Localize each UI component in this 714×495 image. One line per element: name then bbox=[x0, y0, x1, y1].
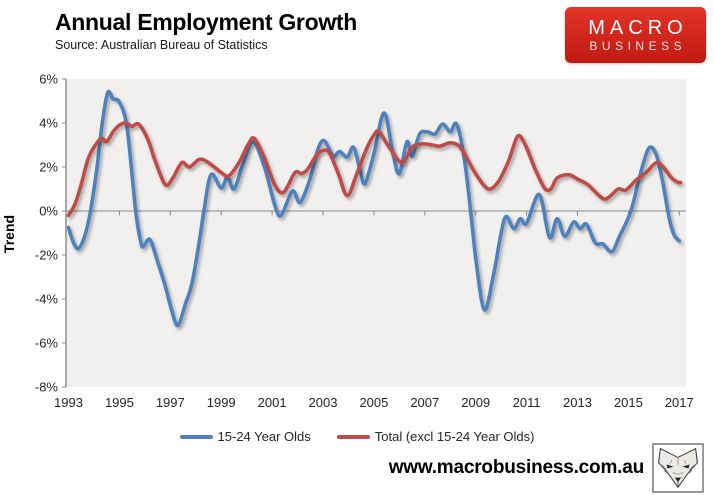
logo-macro-text: MACRO bbox=[588, 16, 688, 39]
legend-label-total: Total (excl 15-24 Year Olds) bbox=[374, 429, 535, 444]
y-tick-label: -6% bbox=[35, 336, 59, 351]
youth-line-swatch bbox=[179, 434, 213, 439]
x-tick-label: 2001 bbox=[258, 395, 287, 410]
y-tick-label: -2% bbox=[35, 248, 59, 263]
series-line-15-24-year-olds bbox=[66, 89, 682, 328]
y-tick-label: 6% bbox=[39, 72, 58, 87]
plot-area bbox=[66, 79, 686, 387]
x-tick-label: 2015 bbox=[614, 395, 643, 410]
logo-business-text: BUSINESS bbox=[589, 38, 687, 53]
macrobusiness-logo: MACRO BUSINESS bbox=[565, 7, 706, 63]
website-url: www.macrobusiness.com.au bbox=[388, 457, 645, 478]
y-tick-label: -8% bbox=[35, 380, 59, 395]
legend-item-youth: 15-24 Year Olds bbox=[179, 429, 311, 444]
footer: www.macrobusiness.com.au bbox=[389, 443, 704, 493]
x-tick-label: 2003 bbox=[309, 395, 338, 410]
y-tick-label: 2% bbox=[39, 160, 58, 175]
x-tick-label: 2017 bbox=[665, 395, 694, 410]
x-tick-label: 2009 bbox=[461, 395, 490, 410]
y-tick-label: -4% bbox=[35, 292, 59, 307]
x-tick-label: 1997 bbox=[156, 395, 185, 410]
x-tick-label: 1995 bbox=[105, 395, 134, 410]
total-line-swatch bbox=[336, 434, 370, 439]
x-tick-label: 1999 bbox=[207, 395, 236, 410]
source-subtitle: Source: Australian Bureau of Statistics bbox=[55, 38, 268, 52]
legend-item-total: Total (excl 15-24 Year Olds) bbox=[336, 429, 535, 444]
x-tick-label: 2013 bbox=[563, 395, 592, 410]
chart-legend: 15-24 Year Olds Total (excl 15-24 Year O… bbox=[0, 429, 714, 444]
x-tick-label: 2011 bbox=[513, 395, 541, 410]
x-tick-label: 2005 bbox=[359, 395, 388, 410]
x-tick-label: 2007 bbox=[410, 395, 439, 410]
x-tick-label: 1993 bbox=[54, 395, 83, 410]
y-tick-label: 4% bbox=[39, 116, 58, 131]
legend-label-youth: 15-24 Year Olds bbox=[217, 429, 311, 444]
page-title: Annual Employment Growth bbox=[55, 9, 358, 35]
employment-growth-chart: 6% 4% 2% 0% -2% -4% -6% -8%1993 1995 1997 1999 2001… bbox=[35, 72, 694, 411]
y-tick-label: 0% bbox=[39, 204, 58, 219]
fox-icon bbox=[658, 447, 698, 488]
fox-logo-frame bbox=[652, 443, 704, 493]
series-line-total-excl-15-24 bbox=[66, 121, 683, 218]
